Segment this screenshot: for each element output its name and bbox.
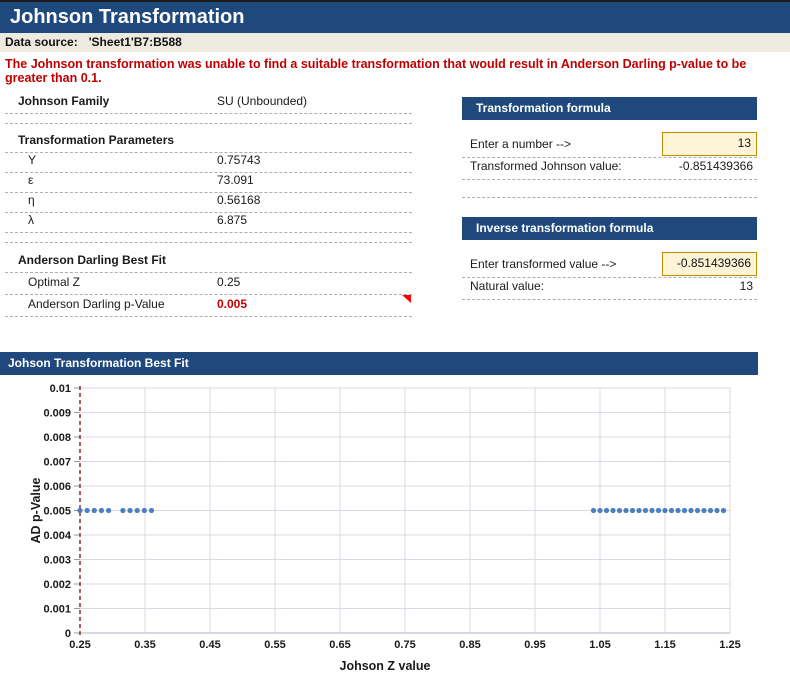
report-title: Johnson Transformation [10, 6, 244, 28]
param-row-gamma: Υ 0.75743 [5, 153, 412, 173]
transformed-value-row: Transformed Johnson value: -0.851439366 [462, 158, 757, 180]
number-input-cell[interactable]: 13 [662, 132, 757, 156]
svg-text:0.65: 0.65 [329, 639, 350, 651]
svg-text:1.05: 1.05 [589, 639, 610, 651]
transformed-input-cell[interactable]: -0.851439366 [662, 252, 757, 276]
optimal-z-row: Optimal Z 0.25 [5, 273, 412, 295]
svg-text:0.008: 0.008 [43, 432, 71, 444]
natural-value-label: Natural value: [470, 279, 544, 293]
p-value-row: Anderson Darling p-Value 0.005 [5, 295, 412, 317]
optimal-z-value: 0.25 [217, 275, 240, 289]
transformation-parameters-header-row: Transformation Parameters [5, 131, 412, 153]
svg-text:0.25: 0.25 [69, 639, 90, 651]
param-value: 0.75743 [217, 153, 260, 167]
transformation-formula-header: Transformation formula [462, 97, 757, 120]
warning-message: The Johnson transformation was unable to… [5, 57, 787, 85]
svg-text:1.25: 1.25 [719, 639, 740, 651]
svg-text:0.006: 0.006 [43, 481, 71, 493]
svg-text:0.005: 0.005 [43, 506, 71, 518]
transformed-value: -0.851439366 [679, 159, 753, 173]
inverse-formula-title: Inverse transformation formula [476, 221, 653, 235]
svg-text:0.85: 0.85 [459, 639, 480, 651]
svg-text:0.55: 0.55 [264, 639, 285, 651]
svg-text:0.95: 0.95 [524, 639, 545, 651]
transformation-formula-title: Transformation formula [476, 101, 611, 115]
param-row-eta: η 0.56168 [5, 193, 412, 213]
svg-text:0.009: 0.009 [43, 408, 71, 420]
svg-text:0.007: 0.007 [43, 457, 71, 469]
natural-value: 13 [740, 279, 753, 293]
anderson-darling-header: Anderson Darling Best Fit [18, 253, 166, 267]
p-value-value: 0.005 [217, 297, 247, 311]
row-separator [462, 197, 757, 198]
data-source-bar: Data source: 'Sheet1'B7:B588 [0, 33, 790, 52]
data-source-label: Data source: [5, 35, 78, 49]
transformed-value-label: Transformed Johnson value: [470, 159, 622, 173]
svg-text:0.003: 0.003 [43, 555, 71, 567]
svg-text:1.15: 1.15 [654, 639, 675, 651]
param-symbol: ε [28, 173, 33, 187]
johnson-transformation-report: Johnson Transformation Data source: 'Shee… [0, 0, 790, 691]
svg-text:0.45: 0.45 [199, 639, 220, 651]
enter-transformed-label: Enter transformed value --> [470, 257, 616, 271]
svg-text:0.01: 0.01 [50, 383, 71, 395]
chart-title-bar: Johson Transformation Best Fit [0, 352, 758, 375]
johnson-family-row: Johnson Family SU (Unbounded) [5, 92, 412, 114]
report-title-bar: Johnson Transformation [0, 2, 790, 33]
row-separator [5, 123, 412, 124]
svg-text:Johson Z value: Johson Z value [340, 659, 431, 673]
enter-number-label: Enter a number --> [470, 137, 571, 151]
inverse-formula-header: Inverse transformation formula [462, 217, 757, 240]
svg-text:0.002: 0.002 [43, 579, 71, 591]
param-symbol: Υ [28, 153, 36, 167]
param-symbol: η [28, 193, 35, 207]
svg-text:AD p-Value: AD p-Value [29, 477, 43, 543]
param-value: 0.56168 [217, 193, 260, 207]
johnson-family-value: SU (Unbounded) [217, 94, 307, 108]
data-source-value: 'Sheet1'B7:B588 [89, 35, 182, 49]
natural-value-row: Natural value: 13 [462, 278, 757, 300]
p-value-label: Anderson Darling p-Value [28, 297, 165, 311]
param-symbol: λ [28, 213, 34, 227]
svg-text:0.001: 0.001 [43, 604, 71, 616]
svg-text:0.35: 0.35 [134, 639, 155, 651]
param-row-epsilon: ε 73.091 [5, 173, 412, 193]
transformation-parameters-header: Transformation Parameters [18, 133, 174, 147]
optimal-z-label: Optimal Z [28, 275, 80, 289]
svg-text:0.004: 0.004 [43, 530, 71, 542]
param-value: 73.091 [217, 173, 254, 187]
chart-title: Johson Transformation Best Fit [8, 356, 189, 370]
param-value: 6.875 [217, 213, 247, 227]
bestfit-scatter-chart: 00.0010.0020.0030.0040.0050.0060.0070.00… [0, 378, 790, 691]
row-separator [5, 242, 412, 243]
anderson-darling-header-row: Anderson Darling Best Fit [5, 251, 412, 273]
svg-text:0.75: 0.75 [394, 639, 415, 651]
johnson-family-label: Johnson Family [18, 94, 109, 108]
param-row-lambda: λ 6.875 [5, 213, 412, 233]
